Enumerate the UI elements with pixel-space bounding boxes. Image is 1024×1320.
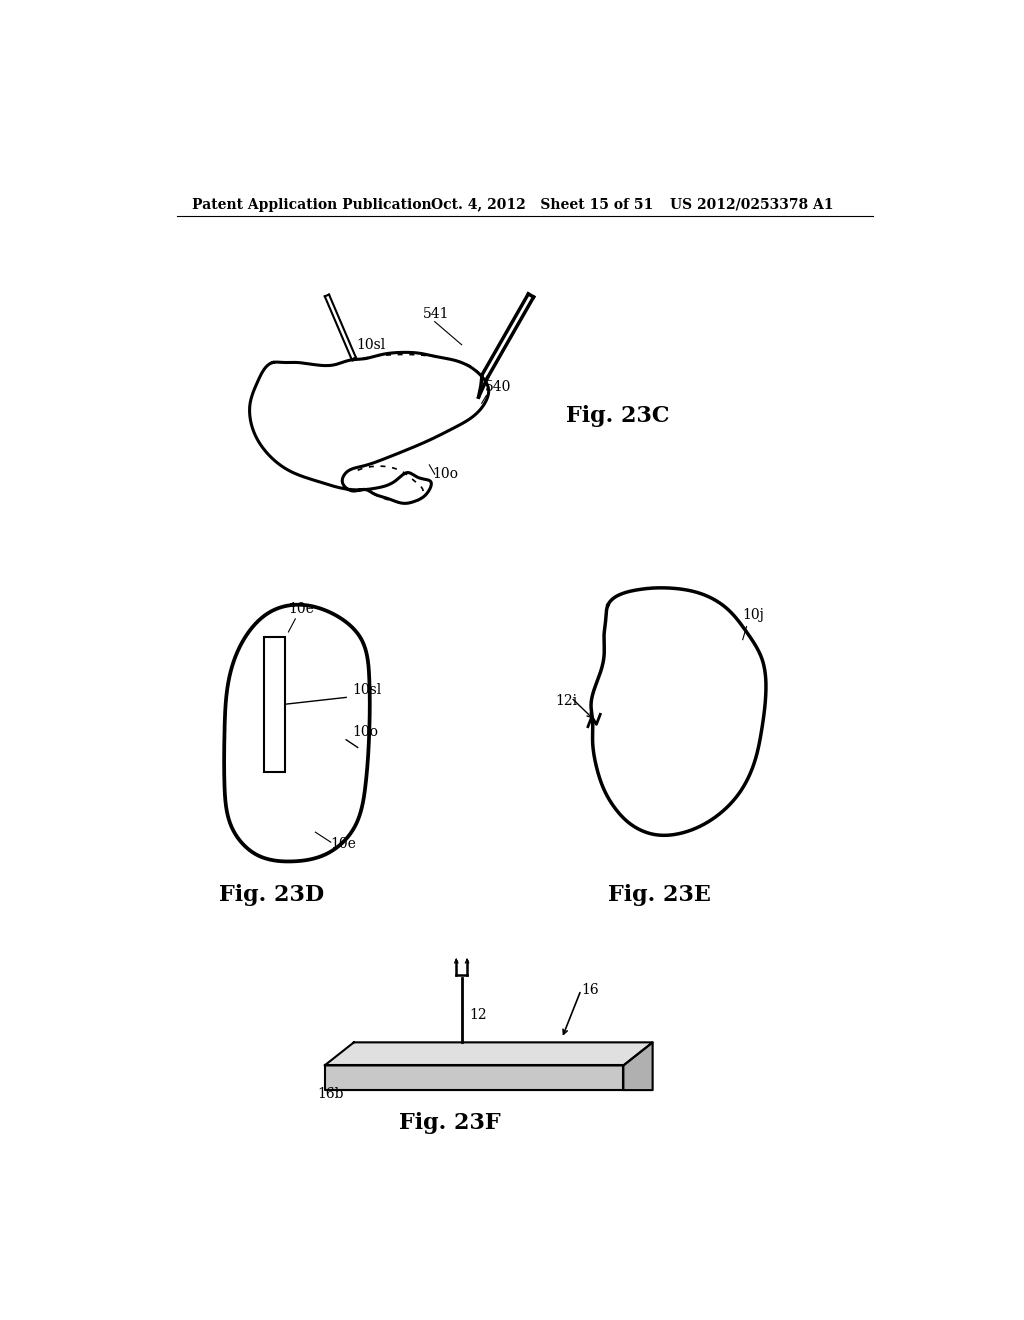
Text: 10sl: 10sl [352, 682, 382, 697]
Text: 16b: 16b [316, 1086, 343, 1101]
Text: Oct. 4, 2012   Sheet 15 of 51: Oct. 4, 2012 Sheet 15 of 51 [431, 198, 653, 211]
Text: 10sl: 10sl [356, 338, 385, 351]
Text: 12i: 12i [556, 694, 578, 708]
Text: 540: 540 [484, 380, 511, 393]
Bar [264, 638, 286, 772]
Text: 10e: 10e [331, 837, 356, 850]
Text: 10o: 10o [432, 467, 459, 480]
Text: 10j: 10j [742, 609, 765, 622]
Text: Fig. 23F: Fig. 23F [398, 1111, 500, 1134]
Text: Fig. 23C: Fig. 23C [565, 405, 669, 426]
Text: US 2012/0253378 A1: US 2012/0253378 A1 [670, 198, 834, 211]
Text: 10o: 10o [352, 725, 378, 739]
Text: 10e: 10e [289, 602, 314, 615]
Text: 541: 541 [423, 306, 450, 321]
Text: Fig. 23E: Fig. 23E [608, 884, 711, 907]
Polygon shape [325, 1065, 624, 1090]
Text: Patent Application Publication: Patent Application Publication [193, 198, 432, 211]
Polygon shape [624, 1043, 652, 1090]
Polygon shape [325, 1043, 652, 1065]
Text: 16: 16 [581, 983, 599, 997]
Text: 12: 12 [469, 1008, 487, 1022]
Text: Fig. 23D: Fig. 23D [219, 884, 325, 907]
